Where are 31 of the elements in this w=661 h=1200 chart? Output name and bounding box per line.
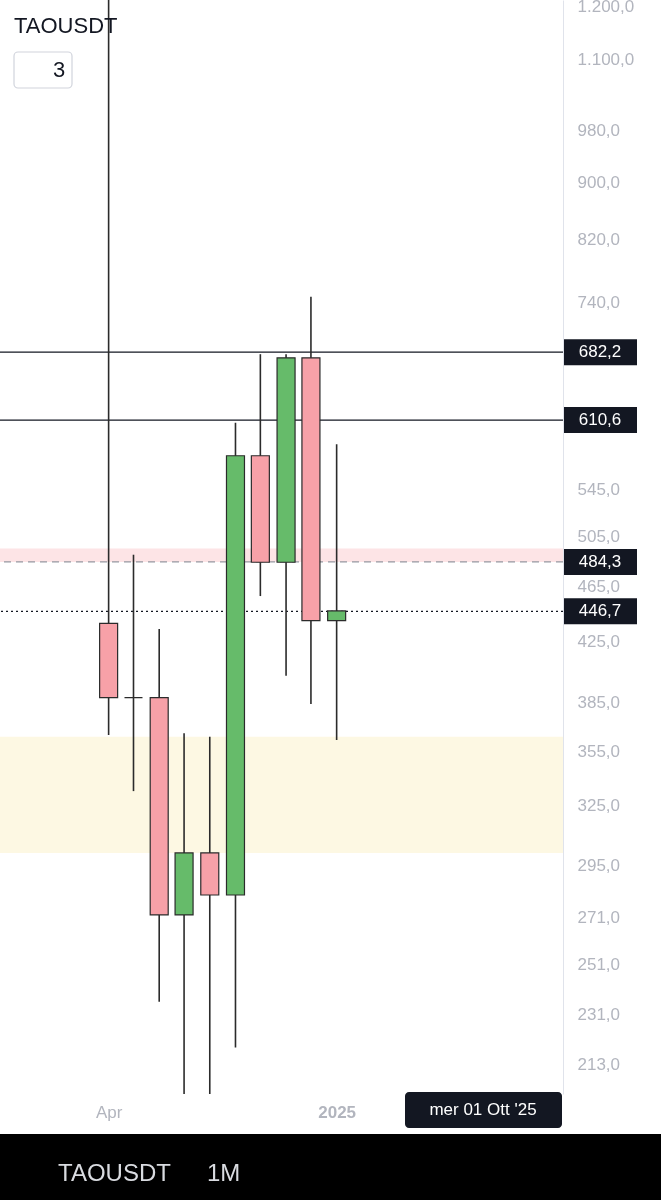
y-tick-label: 325,0 [577,796,621,816]
y-tick-label: 425,0 [577,632,621,652]
y-tick-label: 545,0 [577,480,621,500]
candlestick [327,443,347,741]
y-tick-label: 740,0 [577,292,621,312]
y-tick-label: 1.100,0 [577,50,635,70]
x-tick-label: Apr [95,1102,123,1122]
y-tick-label: 900,0 [577,173,621,193]
ref-line-label: 682,2 [578,342,622,362]
text: 1M [207,1159,241,1186]
text: mer 01 Ott '25 [429,1100,537,1119]
x-tick-label: 2025 [318,1102,357,1122]
annotation: 3 [52,57,66,82]
y-tick-label: 505,0 [577,526,621,546]
y-tick-label: 251,0 [577,954,621,974]
candlestick [123,553,144,792]
ref-line-label: 484,3 [578,551,622,571]
ref-line-label: 610,6 [578,410,622,430]
candlestick [200,735,220,1095]
y-tick-label: 271,0 [577,907,621,927]
y-tick-label: 355,0 [577,742,621,762]
ref-line-label: 446,7 [578,601,622,621]
y-tick-label: 213,0 [577,1055,621,1075]
y-tick-label: 465,0 [577,577,621,597]
y-tick-label: 980,0 [577,121,621,141]
y-tick-label: 820,0 [577,230,621,250]
y-tick-label: 295,0 [577,855,621,875]
text: TAOUSDT [58,1159,172,1186]
y-tick-label: 385,0 [577,692,621,712]
y-tick-label: 231,0 [577,1005,621,1025]
y-tick-label: 1.200,0 [577,0,635,17]
